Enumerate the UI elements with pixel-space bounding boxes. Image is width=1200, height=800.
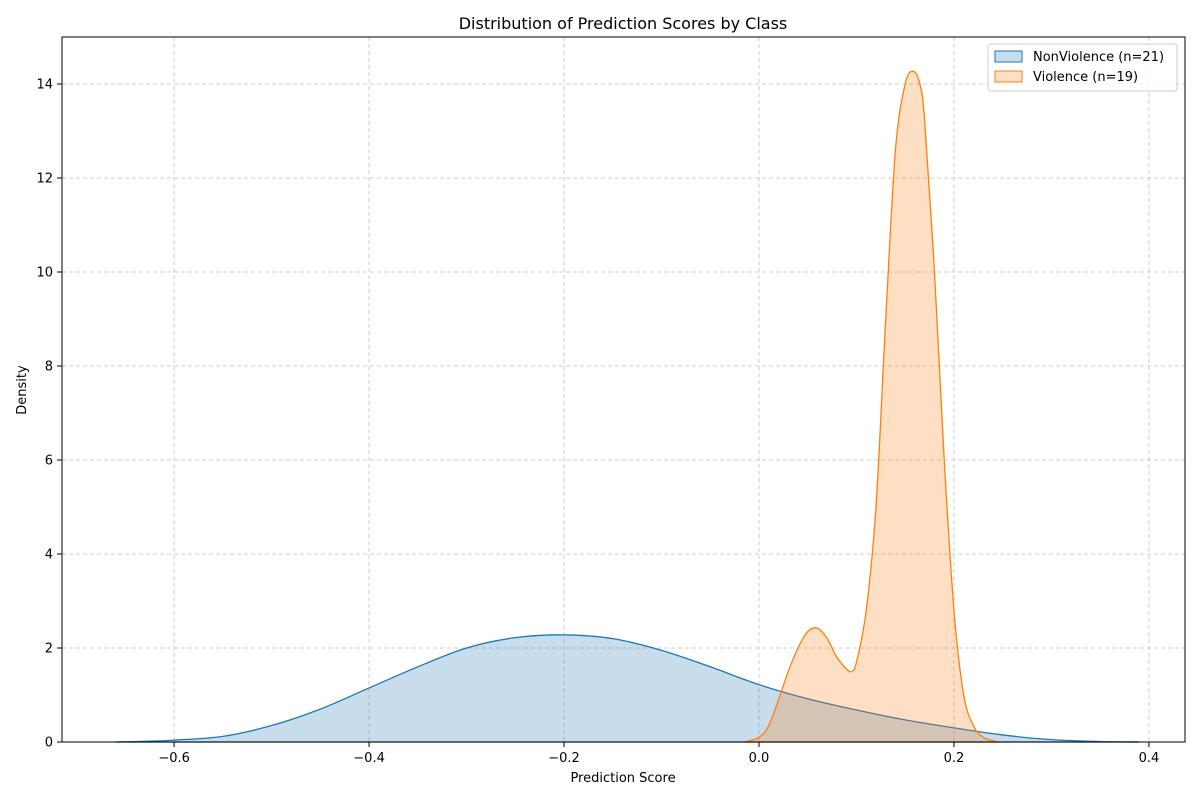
legend-swatch-1 bbox=[994, 70, 1023, 83]
series-line-0 bbox=[115, 634, 1140, 743]
y-tick-label: 6 bbox=[45, 454, 53, 469]
series-line-1 bbox=[744, 70, 999, 743]
x-tick-label: −0.6 bbox=[158, 751, 190, 766]
x-tick-label: 0.0 bbox=[749, 751, 770, 766]
plot-frame bbox=[61, 36, 1186, 743]
y-tick-label: 14 bbox=[36, 78, 53, 93]
legend-label-0: NonViolence (n=21) bbox=[1033, 50, 1164, 65]
chart-title: Distribution of Prediction Scores by Cla… bbox=[459, 14, 788, 33]
y-tick-label: 12 bbox=[36, 172, 53, 187]
legend: NonViolence (n=21) Violence (n=19) bbox=[987, 43, 1178, 92]
x-tick-label: −0.4 bbox=[353, 751, 385, 766]
x-tick-label: −0.2 bbox=[548, 751, 580, 766]
series-area-0 bbox=[115, 634, 1140, 742]
legend-label-1: Violence (n=19) bbox=[1033, 70, 1138, 85]
series-area-1 bbox=[744, 71, 998, 742]
y-tick-label: 0 bbox=[45, 736, 53, 751]
legend-swatch-0 bbox=[994, 50, 1023, 63]
x-axis-title: Prediction Score bbox=[570, 771, 675, 786]
y-tick-label: 2 bbox=[45, 642, 53, 657]
y-axis: 0 2 4 6 8 10 12 14 bbox=[36, 78, 62, 751]
x-tick-label: 0.4 bbox=[1139, 751, 1160, 766]
y-tick-label: 8 bbox=[45, 360, 53, 375]
y-tick-label: 4 bbox=[45, 548, 53, 563]
y-tick-label: 10 bbox=[36, 266, 53, 281]
y-axis-title: Density bbox=[15, 365, 30, 415]
x-tick-label: 0.2 bbox=[944, 751, 965, 766]
legend-frame bbox=[987, 43, 1178, 92]
x-axis: −0.6 −0.4 −0.2 0.0 0.2 0.4 bbox=[158, 742, 1159, 766]
